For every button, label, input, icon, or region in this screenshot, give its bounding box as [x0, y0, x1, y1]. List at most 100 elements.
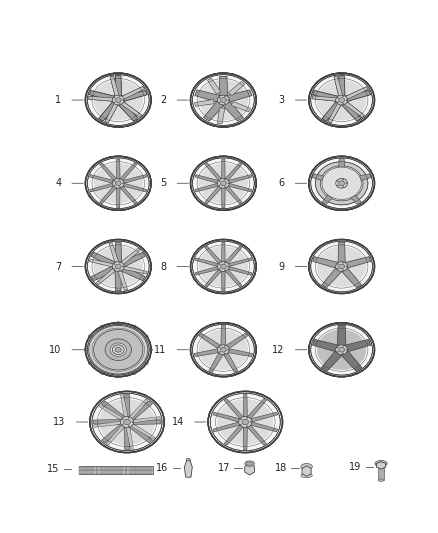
Bar [95, 467, 99, 474]
Polygon shape [224, 399, 244, 420]
Ellipse shape [119, 270, 120, 271]
Ellipse shape [94, 246, 143, 287]
Polygon shape [224, 163, 242, 182]
Polygon shape [377, 462, 385, 469]
Ellipse shape [119, 103, 120, 104]
Bar [79, 467, 82, 474]
Ellipse shape [337, 180, 338, 181]
Ellipse shape [128, 417, 130, 418]
Polygon shape [312, 96, 338, 101]
Ellipse shape [346, 266, 347, 267]
Polygon shape [223, 352, 238, 373]
Ellipse shape [191, 239, 256, 294]
Polygon shape [342, 101, 361, 121]
Polygon shape [342, 101, 361, 121]
Polygon shape [205, 185, 223, 204]
Polygon shape [227, 349, 253, 357]
Ellipse shape [94, 163, 143, 204]
Polygon shape [322, 101, 342, 121]
Polygon shape [115, 76, 122, 96]
Ellipse shape [220, 98, 226, 102]
Polygon shape [222, 270, 225, 291]
Polygon shape [118, 101, 138, 121]
Polygon shape [321, 351, 343, 371]
Polygon shape [313, 91, 339, 102]
Polygon shape [195, 266, 220, 275]
Ellipse shape [247, 462, 253, 465]
Text: 16: 16 [156, 463, 169, 473]
Polygon shape [313, 91, 339, 102]
Ellipse shape [322, 167, 361, 199]
Text: 4: 4 [55, 178, 61, 188]
Ellipse shape [228, 183, 229, 184]
Ellipse shape [128, 426, 130, 427]
Polygon shape [245, 464, 254, 475]
Polygon shape [341, 268, 361, 288]
Ellipse shape [228, 266, 229, 267]
Ellipse shape [239, 416, 252, 427]
Ellipse shape [336, 262, 348, 271]
Ellipse shape [224, 179, 226, 180]
Polygon shape [312, 340, 339, 352]
Polygon shape [205, 246, 223, 265]
Polygon shape [88, 96, 114, 101]
Text: 13: 13 [53, 417, 66, 427]
Polygon shape [226, 175, 252, 184]
Polygon shape [117, 159, 120, 180]
Ellipse shape [113, 185, 115, 186]
Polygon shape [199, 333, 222, 349]
Polygon shape [88, 96, 114, 101]
Ellipse shape [115, 181, 121, 185]
Ellipse shape [336, 95, 348, 105]
Ellipse shape [317, 246, 366, 287]
Polygon shape [226, 258, 252, 267]
Bar [79, 466, 153, 474]
Ellipse shape [112, 95, 124, 105]
Ellipse shape [119, 187, 120, 188]
Polygon shape [99, 101, 118, 121]
Ellipse shape [145, 335, 148, 337]
Polygon shape [209, 352, 224, 373]
Ellipse shape [250, 422, 251, 423]
Ellipse shape [220, 264, 226, 269]
Ellipse shape [219, 180, 220, 181]
Ellipse shape [113, 102, 115, 103]
Ellipse shape [339, 181, 345, 185]
Polygon shape [231, 102, 251, 112]
Bar [87, 467, 90, 474]
Polygon shape [120, 394, 128, 418]
Polygon shape [226, 266, 252, 275]
Bar [141, 467, 144, 474]
Polygon shape [195, 258, 220, 267]
Polygon shape [94, 421, 123, 427]
Polygon shape [345, 257, 371, 268]
Polygon shape [99, 405, 124, 421]
Text: 6: 6 [279, 178, 285, 188]
Ellipse shape [115, 348, 121, 352]
Ellipse shape [219, 97, 220, 98]
Ellipse shape [122, 424, 123, 425]
Ellipse shape [220, 181, 226, 185]
Polygon shape [222, 159, 225, 180]
Polygon shape [218, 108, 225, 124]
Ellipse shape [337, 97, 338, 98]
Polygon shape [130, 423, 155, 439]
Polygon shape [91, 252, 116, 267]
Polygon shape [328, 102, 342, 123]
Ellipse shape [145, 362, 148, 365]
Text: 3: 3 [279, 95, 285, 105]
Polygon shape [120, 101, 141, 117]
Polygon shape [128, 399, 148, 419]
Polygon shape [338, 76, 345, 96]
Ellipse shape [123, 183, 124, 184]
Polygon shape [322, 268, 342, 288]
Bar [120, 467, 124, 474]
Ellipse shape [219, 185, 220, 186]
Ellipse shape [228, 100, 229, 101]
Polygon shape [194, 349, 220, 357]
Ellipse shape [320, 166, 363, 201]
Polygon shape [102, 401, 126, 421]
Polygon shape [341, 351, 362, 371]
Bar [133, 467, 136, 474]
Polygon shape [225, 333, 248, 349]
